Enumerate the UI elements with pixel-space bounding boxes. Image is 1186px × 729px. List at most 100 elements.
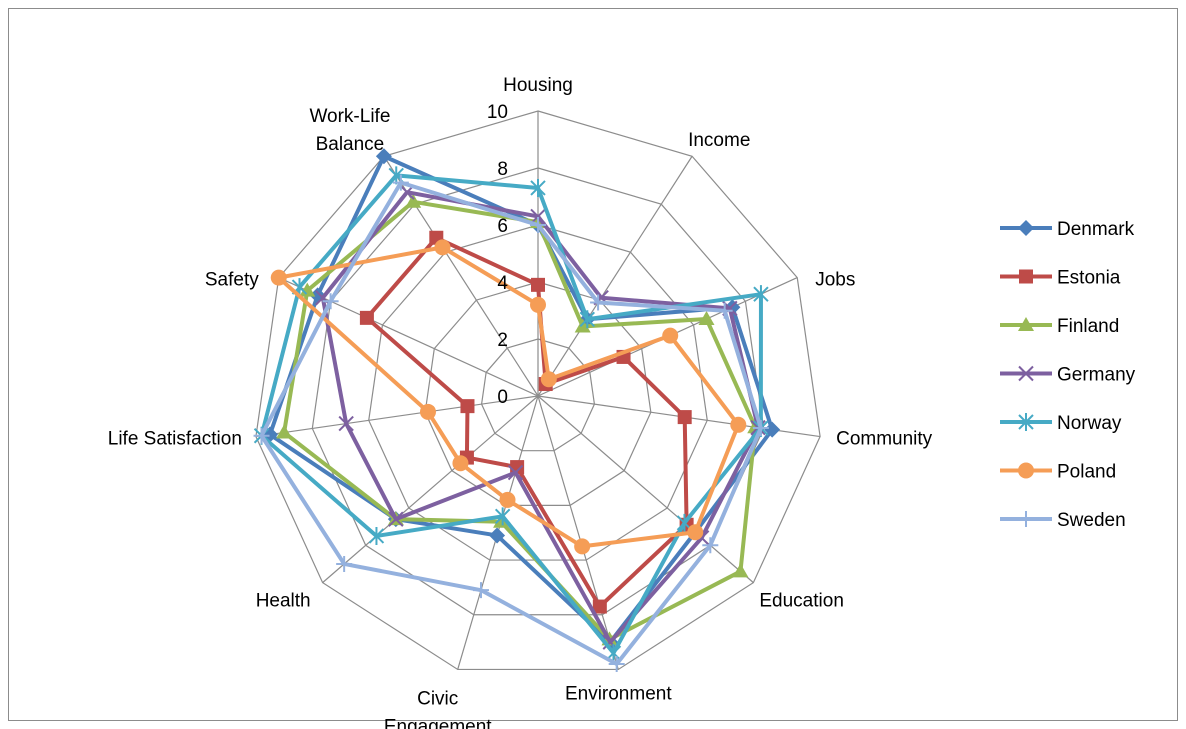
category-label-health: Health <box>256 591 311 612</box>
point-sweden-life-satisfaction <box>253 427 270 444</box>
series-line-estonia <box>364 235 689 609</box>
point-denmark-civic-engagement <box>489 527 506 544</box>
point-estonia-community <box>677 410 692 425</box>
series-estonia <box>359 230 694 614</box>
category-label-life-satisfaction: Life Satisfaction <box>108 429 242 450</box>
point-finland-civic-engagement <box>493 513 510 528</box>
legend-item-finland: Finland <box>1000 316 1119 337</box>
legend-label-estonia: Estonia <box>1057 268 1121 289</box>
series-line-norway <box>259 173 763 656</box>
tick-label-8: 8 <box>497 159 508 180</box>
tick-label-0: 0 <box>497 387 508 408</box>
series-line-germany <box>320 190 761 645</box>
point-sweden-income <box>590 294 607 311</box>
spoke-work-life-balance <box>383 155 539 397</box>
legend-item-sweden: Sweden <box>1000 510 1126 531</box>
category-label-jobs: Jobs <box>815 270 855 291</box>
point-finland-work-life-balance <box>405 193 422 208</box>
legend-label-germany: Germany <box>1057 365 1136 386</box>
legend-marker-denmark <box>1018 220 1034 236</box>
point-norway-civic-engagement <box>494 507 511 526</box>
series-poland <box>270 239 747 555</box>
legend-label-finland: Finland <box>1057 316 1119 337</box>
point-finland-education <box>732 563 749 578</box>
legend: Denmark Estonia Finland Germany Norway Poland… <box>1000 219 1136 531</box>
point-poland-environment <box>574 538 591 555</box>
legend-marker-norway <box>1018 413 1034 431</box>
grid-ring-10 <box>255 110 821 671</box>
series-layer <box>253 148 781 672</box>
point-poland-jobs <box>662 327 679 344</box>
point-sweden-safety <box>322 293 339 310</box>
legend-item-estonia: Estonia <box>1000 268 1121 289</box>
point-norway-housing <box>530 178 546 197</box>
spoke-health <box>322 395 539 584</box>
category-label-housing: Housing <box>503 75 573 96</box>
point-poland-life-satisfaction <box>419 403 436 420</box>
category-label-safety: Safety <box>205 270 259 291</box>
point-denmark-community <box>764 421 781 438</box>
point-sweden-civic-engagement <box>472 582 489 599</box>
point-norway-income <box>579 310 596 329</box>
point-germany-civic-engagement <box>507 464 524 481</box>
legend-item-norway: Norway <box>1000 413 1122 434</box>
legend-item-germany: Germany <box>1000 365 1136 386</box>
spoke-education <box>537 395 754 584</box>
tick-label-2: 2 <box>497 330 508 351</box>
spoke-environment <box>537 395 619 670</box>
legend-item-denmark: Denmark <box>1000 219 1135 240</box>
tick-label-10: 10 <box>487 102 508 123</box>
point-sweden-health <box>336 555 353 572</box>
point-germany-life-satisfaction <box>338 415 354 432</box>
point-poland-civic-engagement <box>499 491 516 508</box>
point-finland-safety <box>299 282 316 297</box>
point-sweden-education <box>702 537 719 554</box>
point-estonia-environment <box>592 599 607 614</box>
point-poland-health <box>452 455 469 472</box>
point-denmark-work-life-balance <box>375 148 392 165</box>
series-line-sweden <box>259 180 763 666</box>
point-finland-income <box>574 318 591 333</box>
grid-ring-8 <box>311 167 765 616</box>
point-sweden-community <box>752 420 769 437</box>
series-line-denmark <box>268 154 775 645</box>
category-label-civic-engagement: Civic Engagement <box>384 688 492 729</box>
point-norway-jobs <box>753 285 769 304</box>
point-poland-education <box>687 524 704 541</box>
legend-label-norway: Norway <box>1057 413 1122 434</box>
point-sweden-environment <box>608 655 625 672</box>
legend-marker-estonia <box>1019 269 1033 284</box>
tick-label-4: 4 <box>497 273 508 294</box>
series-sweden <box>253 174 769 672</box>
legend-item-poland: Poland <box>1000 462 1116 483</box>
series-line-poland <box>276 245 741 549</box>
grid <box>255 110 821 671</box>
point-poland-housing <box>530 296 546 313</box>
spoke-life-satisfaction <box>255 395 539 438</box>
legend-label-poland: Poland <box>1057 462 1116 483</box>
category-label-work-life-balance: Work-Life Balance <box>309 106 390 155</box>
point-norway-health <box>368 526 385 545</box>
point-poland-safety <box>270 269 287 286</box>
axis-labels: 0 2 4 6 8 10 Housing Income Jobs Community Educati… <box>108 75 933 729</box>
point-poland-community <box>730 416 747 433</box>
category-label-education: Education <box>759 591 844 612</box>
point-sweden-housing <box>530 217 546 233</box>
series-germany <box>315 184 766 650</box>
legend-marker-finland <box>1018 317 1034 331</box>
point-finland-jobs <box>698 311 715 326</box>
point-poland-income <box>540 371 557 388</box>
legend-marker-germany <box>1018 365 1034 382</box>
point-germany-housing <box>530 208 546 225</box>
point-sweden-work-life-balance <box>392 174 409 191</box>
legend-marker-sweden <box>1018 511 1034 527</box>
tick-label-6: 6 <box>497 216 508 237</box>
point-germany-health <box>388 511 404 527</box>
category-label-community: Community <box>836 429 933 450</box>
legend-label-denmark: Denmark <box>1057 219 1135 240</box>
point-sweden-jobs <box>716 302 733 319</box>
category-label-environment: Environment <box>565 683 672 704</box>
point-estonia-life-satisfaction <box>460 399 475 414</box>
point-poland-work-life-balance <box>434 239 451 256</box>
